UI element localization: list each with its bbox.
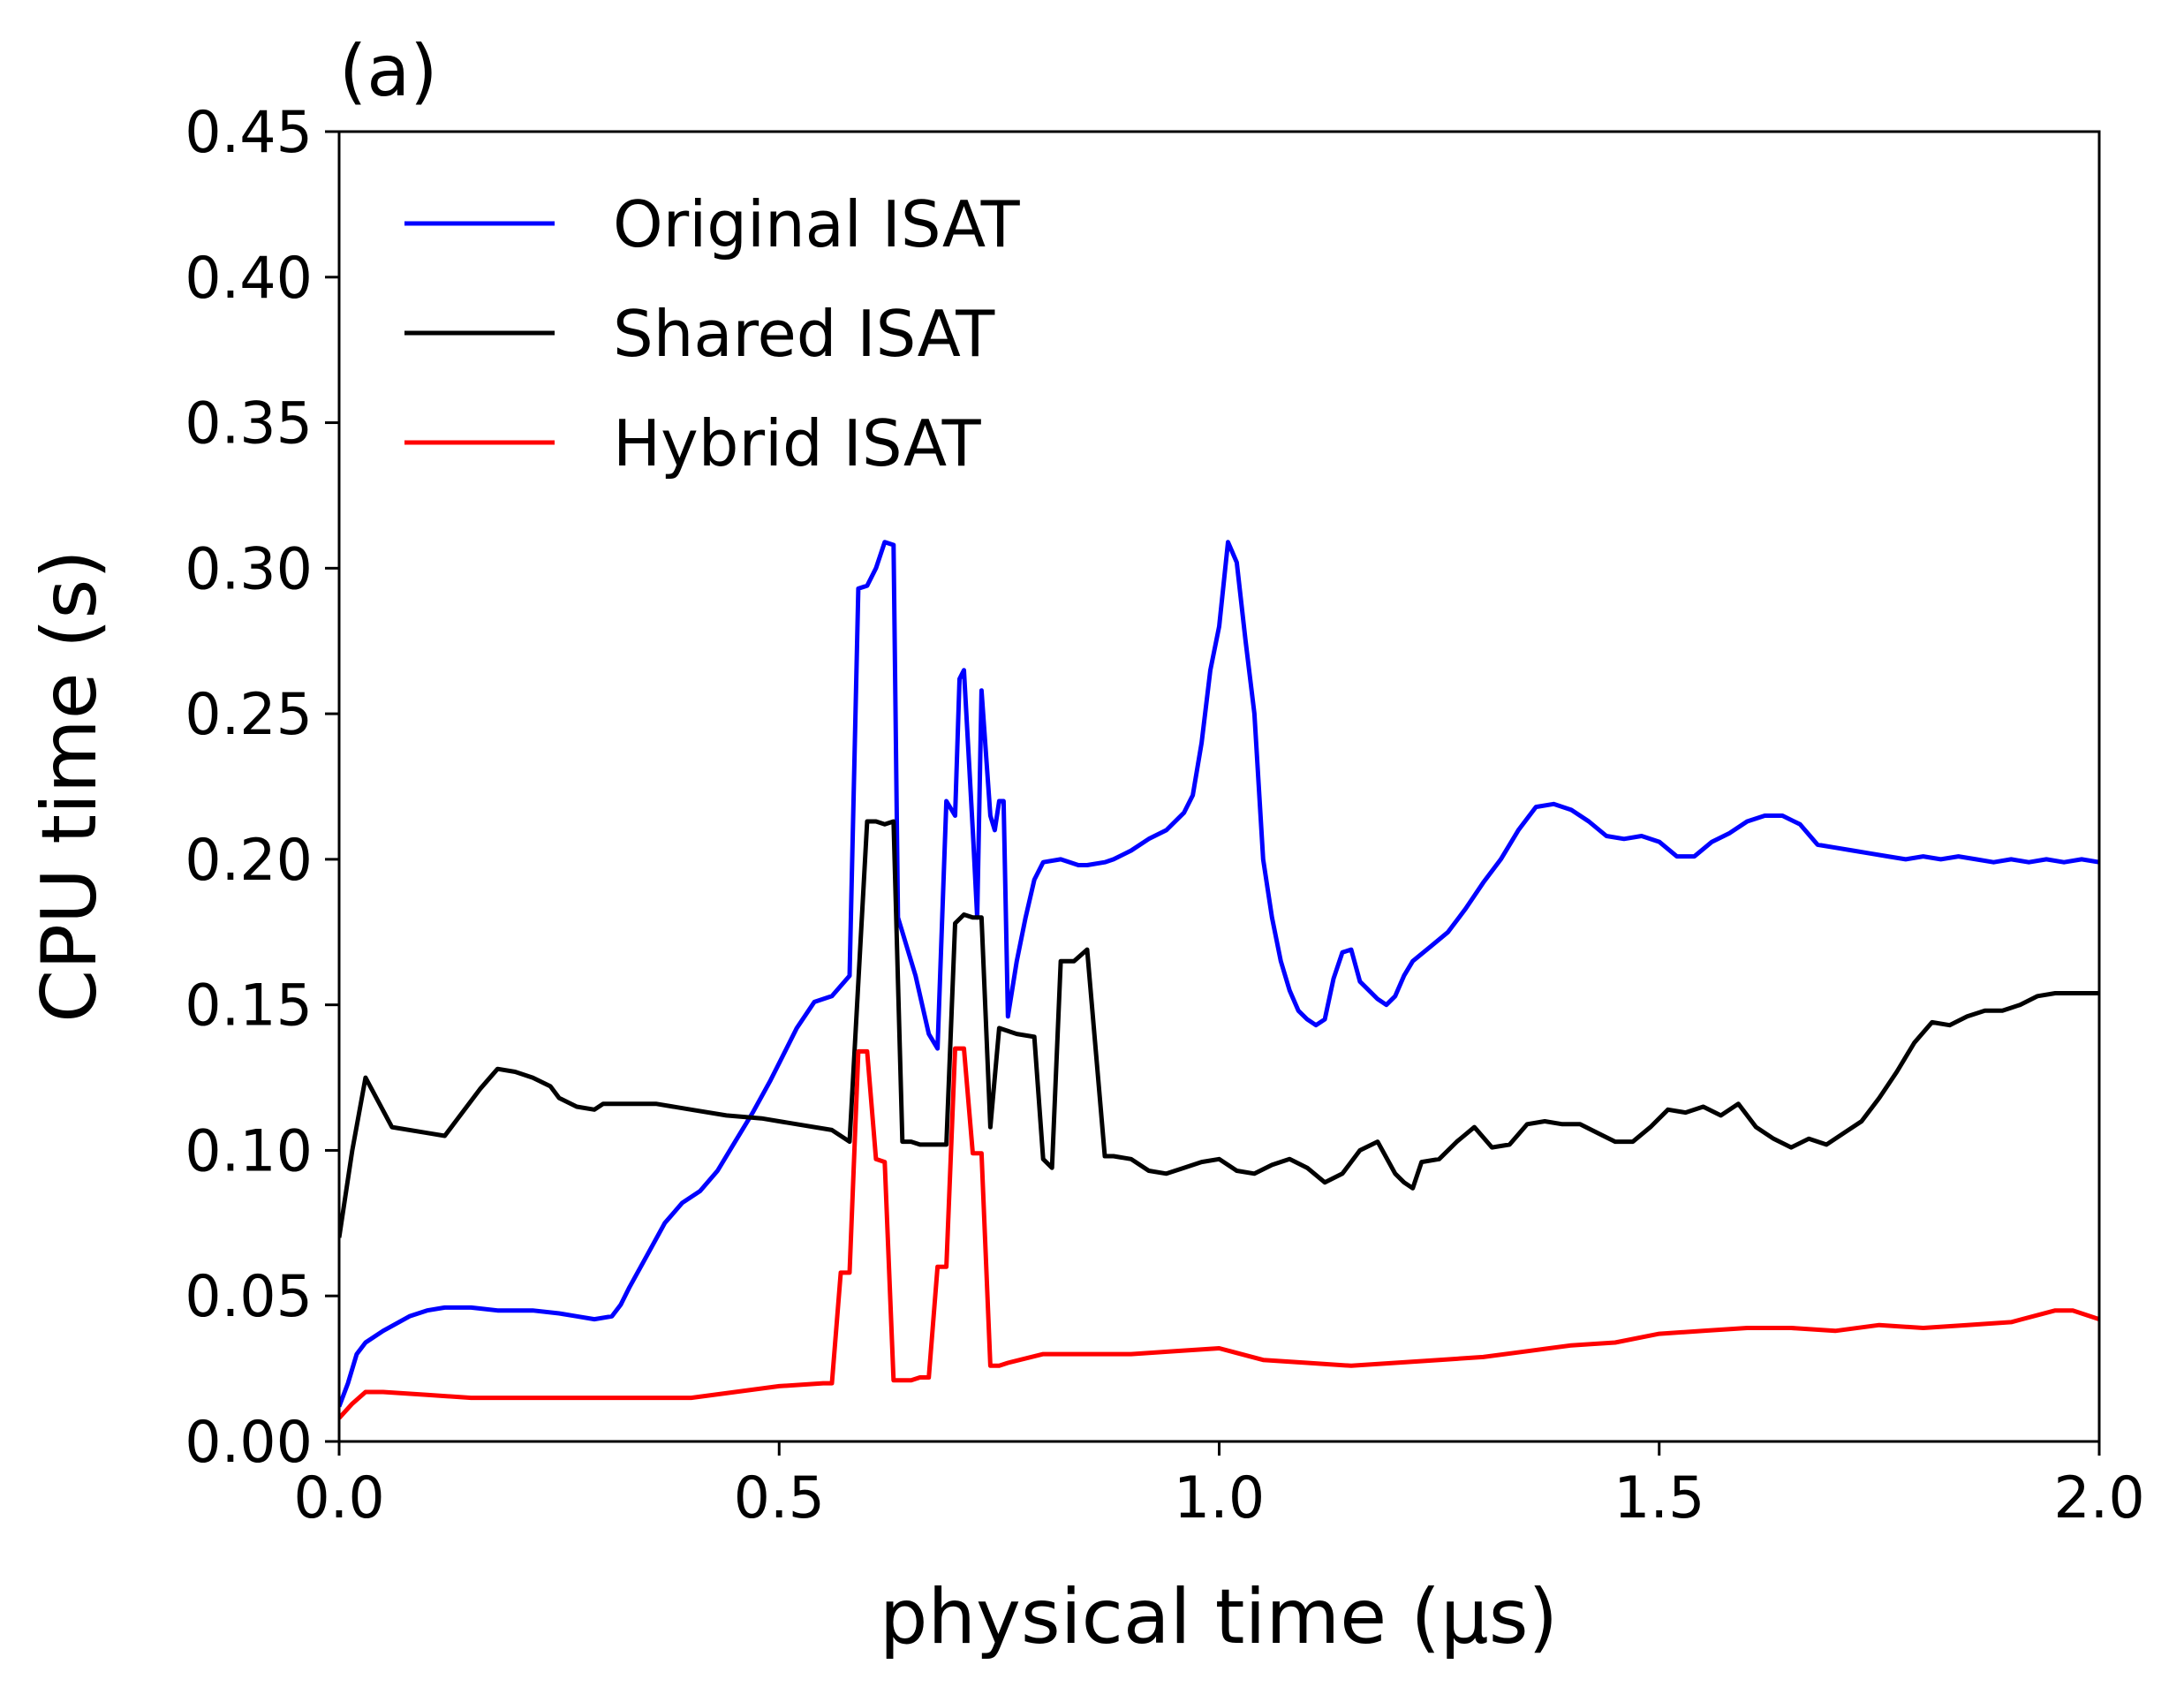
y-tick-label: 0.30 [185,536,313,602]
legend: Original ISAT Shared ISAT Hybrid ISAT [404,187,1021,480]
y-tick-label: 0.20 [185,828,313,894]
x-tick-label: 0.0 [293,1465,384,1532]
y-tick-label: 0.15 [185,973,313,1040]
y-tick-label: 0.00 [185,1410,313,1476]
series-layer [339,540,2099,1420]
series-line-original-isat [339,540,2099,1408]
x-axis: 0.0 0.5 1.0 1.5 2.0 [293,1441,2145,1532]
y-tick-label: 0.45 [185,100,313,166]
plot-frame [337,130,2101,1443]
series-line-hybrid-isat [339,1046,2099,1420]
y-axis-label: CPU time (s) [26,549,114,1023]
y-tick-label: 0.40 [185,246,313,312]
y-axis: 0.00 0.05 0.10 0.15 0.20 0.25 0.30 0.35 0.40 0.45 [185,100,339,1476]
y-tick-label: 0.10 [185,1118,313,1184]
y-tick-label: 0.35 [185,391,313,458]
y-tick-label: 0.05 [185,1264,313,1330]
panel-label: (a) [339,30,437,112]
legend-label-hybrid-isat: Hybrid ISAT [613,406,982,480]
x-tick-label: 0.5 [734,1465,825,1532]
x-tick-label: 1.5 [1613,1465,1704,1532]
y-tick-label: 0.25 [185,682,313,748]
x-tick-label: 2.0 [2053,1465,2144,1532]
legend-label-original-isat: Original ISAT [613,187,1021,261]
x-tick-label: 1.0 [1174,1465,1265,1532]
legend-label-shared-isat: Shared ISAT [613,297,995,371]
series-line-shared-isat [339,819,2099,1238]
x-axis-label: physical time (μs) [880,1573,1558,1661]
